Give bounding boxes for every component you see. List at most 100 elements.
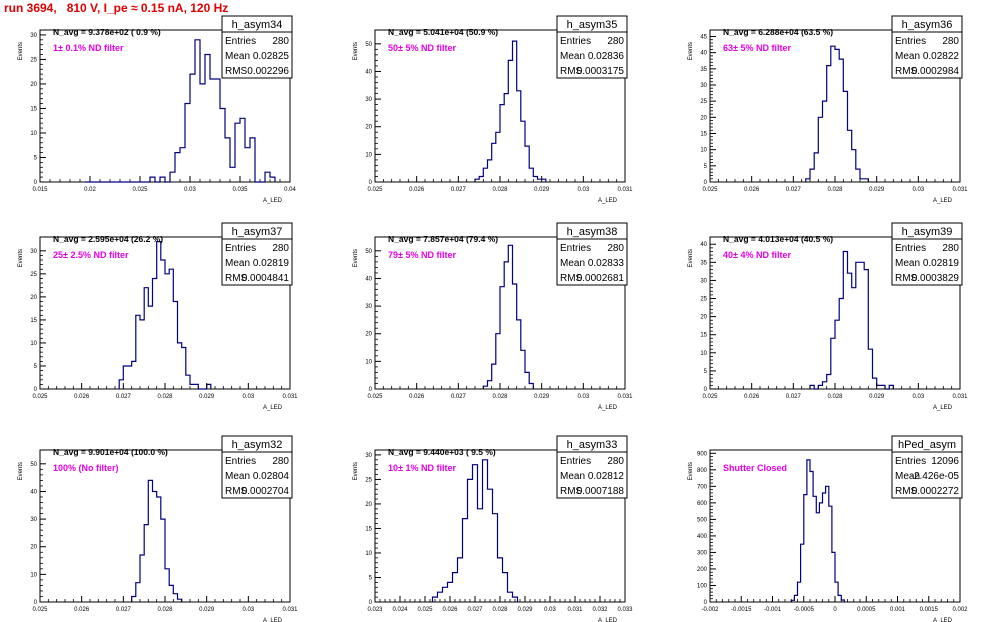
stat-value-rms: 0.0003175 [577,66,625,77]
stat-label-mean: Mean [560,51,585,62]
filter-label: 63± 5% ND filter [723,43,791,53]
y-tick-label: 10 [365,359,372,365]
y-tick-label: 500 [697,517,708,523]
y-tick-label: 0 [369,387,373,393]
stat-label-mean: Mean [225,258,250,269]
x-tick-label: 0.03 [577,187,589,193]
stats-box: h_asym34 Entries 280 Mean 0.02825 RMS 0.002296 [221,15,293,79]
x-tick-label: 0.026 [409,187,425,193]
stat-label-entries: Entries [895,456,926,467]
histogram-name: h_asym35 [567,19,618,31]
x-tick-label: 0.031 [617,187,633,193]
stat-label-entries: Entries [895,36,926,47]
x-axis-title: A_LED [933,405,953,411]
x-tick-label: -0.001 [764,607,782,613]
stats-box-frame [556,222,628,286]
stat-value-mean: 0.02825 [253,51,290,62]
x-tick-label: 0.031 [952,394,968,400]
histogram-name: hPed_asym [898,439,956,451]
x-tick-label: 0.002 [952,607,968,613]
stat-value-entries: 280 [272,456,289,467]
y-tick-label: 20 [700,115,707,121]
x-tick-label: 0.027 [116,607,132,613]
histogram-name: h_asym32 [232,439,283,451]
x-axis-title: A_LED [933,198,953,204]
x-tick-label: 0.033 [617,607,633,613]
x-tick-label: 0.027 [786,187,802,193]
y-tick-label: 5 [704,369,708,375]
y-tick-label: 30 [365,304,372,310]
stat-label-entries: Entries [560,456,591,467]
y-axis-title: Events [688,249,694,267]
histogram-panel-h-asym32: 0.025 0.026 0.027 0.028 0.029 0.03 0.031 0 10 20 3… [18,435,298,622]
stat-label-mean: Mean [895,258,920,269]
stat-label-entries: Entries [225,36,256,47]
stats-box-frame [891,435,963,499]
y-tick-label: 30 [30,517,37,523]
x-tick-label: 0.025 [32,394,48,400]
n-avg-annotation: N_avg = 9.378e+02 ( 0.9 %) [53,27,161,37]
y-tick-label: 25 [700,99,707,105]
y-tick-label: 0 [369,180,373,186]
histogram-panel-h-asym36: 0.025 0.026 0.027 0.028 0.029 0.03 0.031 0 5 10 15… [688,15,968,204]
stat-label-rms: RMS [895,273,918,284]
x-tick-label: 0 [833,607,837,613]
x-axis-title: A_LED [598,198,618,204]
y-tick-label: 30 [365,453,372,459]
y-axis-title: Events [688,42,694,60]
histogram-name: h_asym36 [902,19,953,31]
stat-label-rms: RMS [225,486,248,497]
n-avg-annotation: N_avg = 7.857e+04 (79.4 %) [388,234,498,244]
y-tick-label: 20 [365,125,372,131]
x-tick-label: 0.03 [577,394,589,400]
y-tick-label: 600 [697,501,708,507]
x-tick-label: 0.027 [451,394,467,400]
stat-value-mean: 0.02804 [253,471,290,482]
histogram-panel-h-asym37: 0.025 0.026 0.027 0.028 0.029 0.03 0.031 0 5 10 15… [18,222,298,411]
stat-value-mean: 0.02836 [588,51,625,62]
x-tick-label: 0.0005 [857,607,876,613]
y-tick-label: 25 [365,477,372,483]
y-tick-label: 40 [30,489,37,495]
stat-label-rms: RMS [225,273,248,284]
y-axis-title: Events [18,249,24,267]
stats-box: h_asym36 Entries 280 Mean 0.02822 RMS0.000298… [891,15,963,79]
n-avg-annotation: N_avg = 5.041e+04 (50.9 %) [388,27,498,37]
stat-value-entries: 280 [272,36,289,47]
y-axis-title: Events [353,42,359,60]
x-tick-label: 0.029 [534,187,550,193]
stat-value-rms: 0.0002681 [577,273,625,284]
y-tick-label: 20 [365,332,372,338]
y-tick-label: 10 [700,148,707,154]
histogram-line [431,459,519,602]
x-tick-label: 0.029 [199,607,215,613]
histogram-line [809,250,894,390]
x-tick-label: 0.03 [912,394,924,400]
x-tick-label: 0.031 [282,394,298,400]
x-tick-label: 0.029 [199,394,215,400]
y-tick-label: 30 [30,33,37,39]
stat-value-rms: 0.0004841 [242,273,290,284]
y-tick-label: 10 [30,131,37,137]
stat-value-rms: 0.0007188 [577,486,625,497]
stat-label-entries: Entries [895,243,926,254]
x-axis-title: A_LED [263,198,283,204]
x-tick-label: 0.026 [744,394,760,400]
y-tick-label: 40 [700,51,707,57]
x-tick-label: 0.027 [451,187,467,193]
y-tick-label: 30 [365,97,372,103]
y-axis-title: Events [353,462,359,480]
n-avg-annotation: N_avg = 9.440e+03 ( 9.5 %) [388,447,496,457]
stat-value-mean: 0.02819 [253,258,290,269]
y-tick-label: 25 [30,57,37,63]
y-tick-label: 0 [34,387,38,393]
x-tick-label: 0.03 [242,394,254,400]
y-tick-label: 40 [700,242,707,248]
y-tick-label: 35 [700,260,707,266]
stats-box-frame [221,435,293,499]
y-tick-label: 20 [365,502,372,508]
filter-label: 40± 4% ND filter [723,250,791,260]
y-tick-label: 50 [365,42,372,48]
stat-label-entries: Entries [225,243,256,254]
